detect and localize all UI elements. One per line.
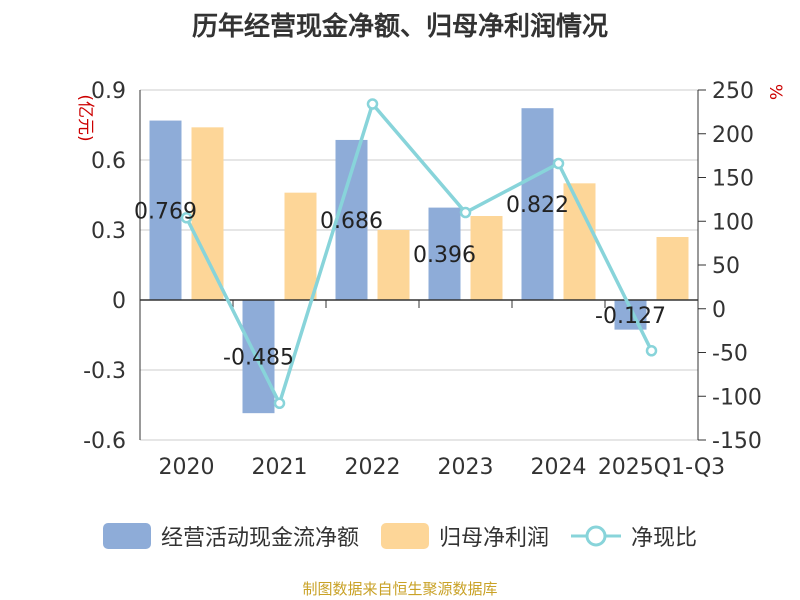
y-tick-label-right: 100	[712, 210, 754, 235]
bar-net-profit	[191, 127, 224, 300]
legend-item-cash-flow[interactable]: 经营活动现金流净额	[102, 520, 359, 552]
bar-net-profit	[284, 192, 317, 300]
x-tick-label: 2025Q1-Q3	[598, 455, 725, 480]
legend-item-net-profit[interactable]: 归母净利润	[380, 520, 549, 552]
data-label-cash-flow: 0.769	[134, 199, 197, 224]
legend-swatch-cash-flow	[102, 523, 151, 549]
x-tick-label: 2024	[531, 455, 587, 480]
x-tick-label: 2021	[252, 455, 308, 480]
point-ratio	[552, 157, 565, 170]
x-tick-label: 2020	[159, 455, 215, 480]
legend: 经营活动现金流净额 归母净利润 净现比	[0, 518, 800, 554]
chart-title: 历年经营现金净额、归母净利润情况	[191, 12, 608, 42]
y-tick-label-right: 200	[712, 123, 754, 148]
y-tick-label-right: -100	[712, 385, 762, 410]
legend-label-ratio: 净现比	[631, 526, 698, 551]
legend-label-cash-flow: 经营活动现金流净额	[160, 526, 359, 551]
bar-net-profit	[656, 237, 689, 300]
bar-cash-flow	[428, 207, 461, 300]
y-tick-label-right: 250	[712, 79, 754, 104]
y-tick-label-left: 0.9	[91, 79, 126, 104]
y-tick-label-left: -0.6	[83, 429, 126, 454]
legend-swatch-net-profit	[380, 523, 429, 549]
series-line-ratio	[184, 100, 654, 408]
point-ratio	[180, 212, 193, 224]
y-tick-label-right: 0	[712, 298, 726, 323]
point-ratio	[645, 345, 658, 357]
data-label-cash-flow: -0.485	[223, 346, 294, 371]
legend-item-ratio[interactable]: 净现比	[571, 520, 697, 552]
x-tick-label: 2022	[345, 455, 401, 480]
y-axis-title-left: (亿元)	[75, 94, 95, 141]
data-label-cash-flow: 0.822	[506, 193, 569, 218]
bar-cash-flow	[149, 120, 182, 300]
y-tick-label-left: 0.3	[91, 219, 126, 244]
bar-cash-flow	[242, 300, 275, 414]
point-ratio	[459, 206, 472, 219]
source-note: 制图数据来自恒生聚源数据库	[302, 580, 498, 598]
y-tick-label-left: 0.6	[91, 149, 126, 174]
y-tick-label-right: 50	[712, 254, 740, 279]
point-ratio	[273, 397, 286, 409]
data-label-cash-flow: 0.396	[413, 243, 476, 268]
y-tick-label-right: -50	[712, 342, 748, 367]
y-tick-label-right: -150	[712, 429, 762, 454]
legend-line-marker-icon	[571, 525, 621, 547]
bar-cash-flow	[521, 108, 554, 300]
y-tick-label-left: 0	[112, 289, 126, 314]
point-ratio	[366, 98, 379, 110]
data-label-cash-flow: -0.127	[595, 304, 666, 329]
bar-net-profit	[470, 216, 503, 300]
legend-label-net-profit: 归母净利润	[438, 526, 549, 551]
y-axis-title-right: %	[765, 84, 785, 100]
y-tick-label-right: 150	[712, 167, 754, 192]
y-tick-label-left: -0.3	[83, 359, 126, 384]
data-label-cash-flow: 0.686	[320, 209, 383, 234]
bar-net-profit	[377, 230, 410, 300]
x-tick-label: 2023	[438, 455, 494, 480]
